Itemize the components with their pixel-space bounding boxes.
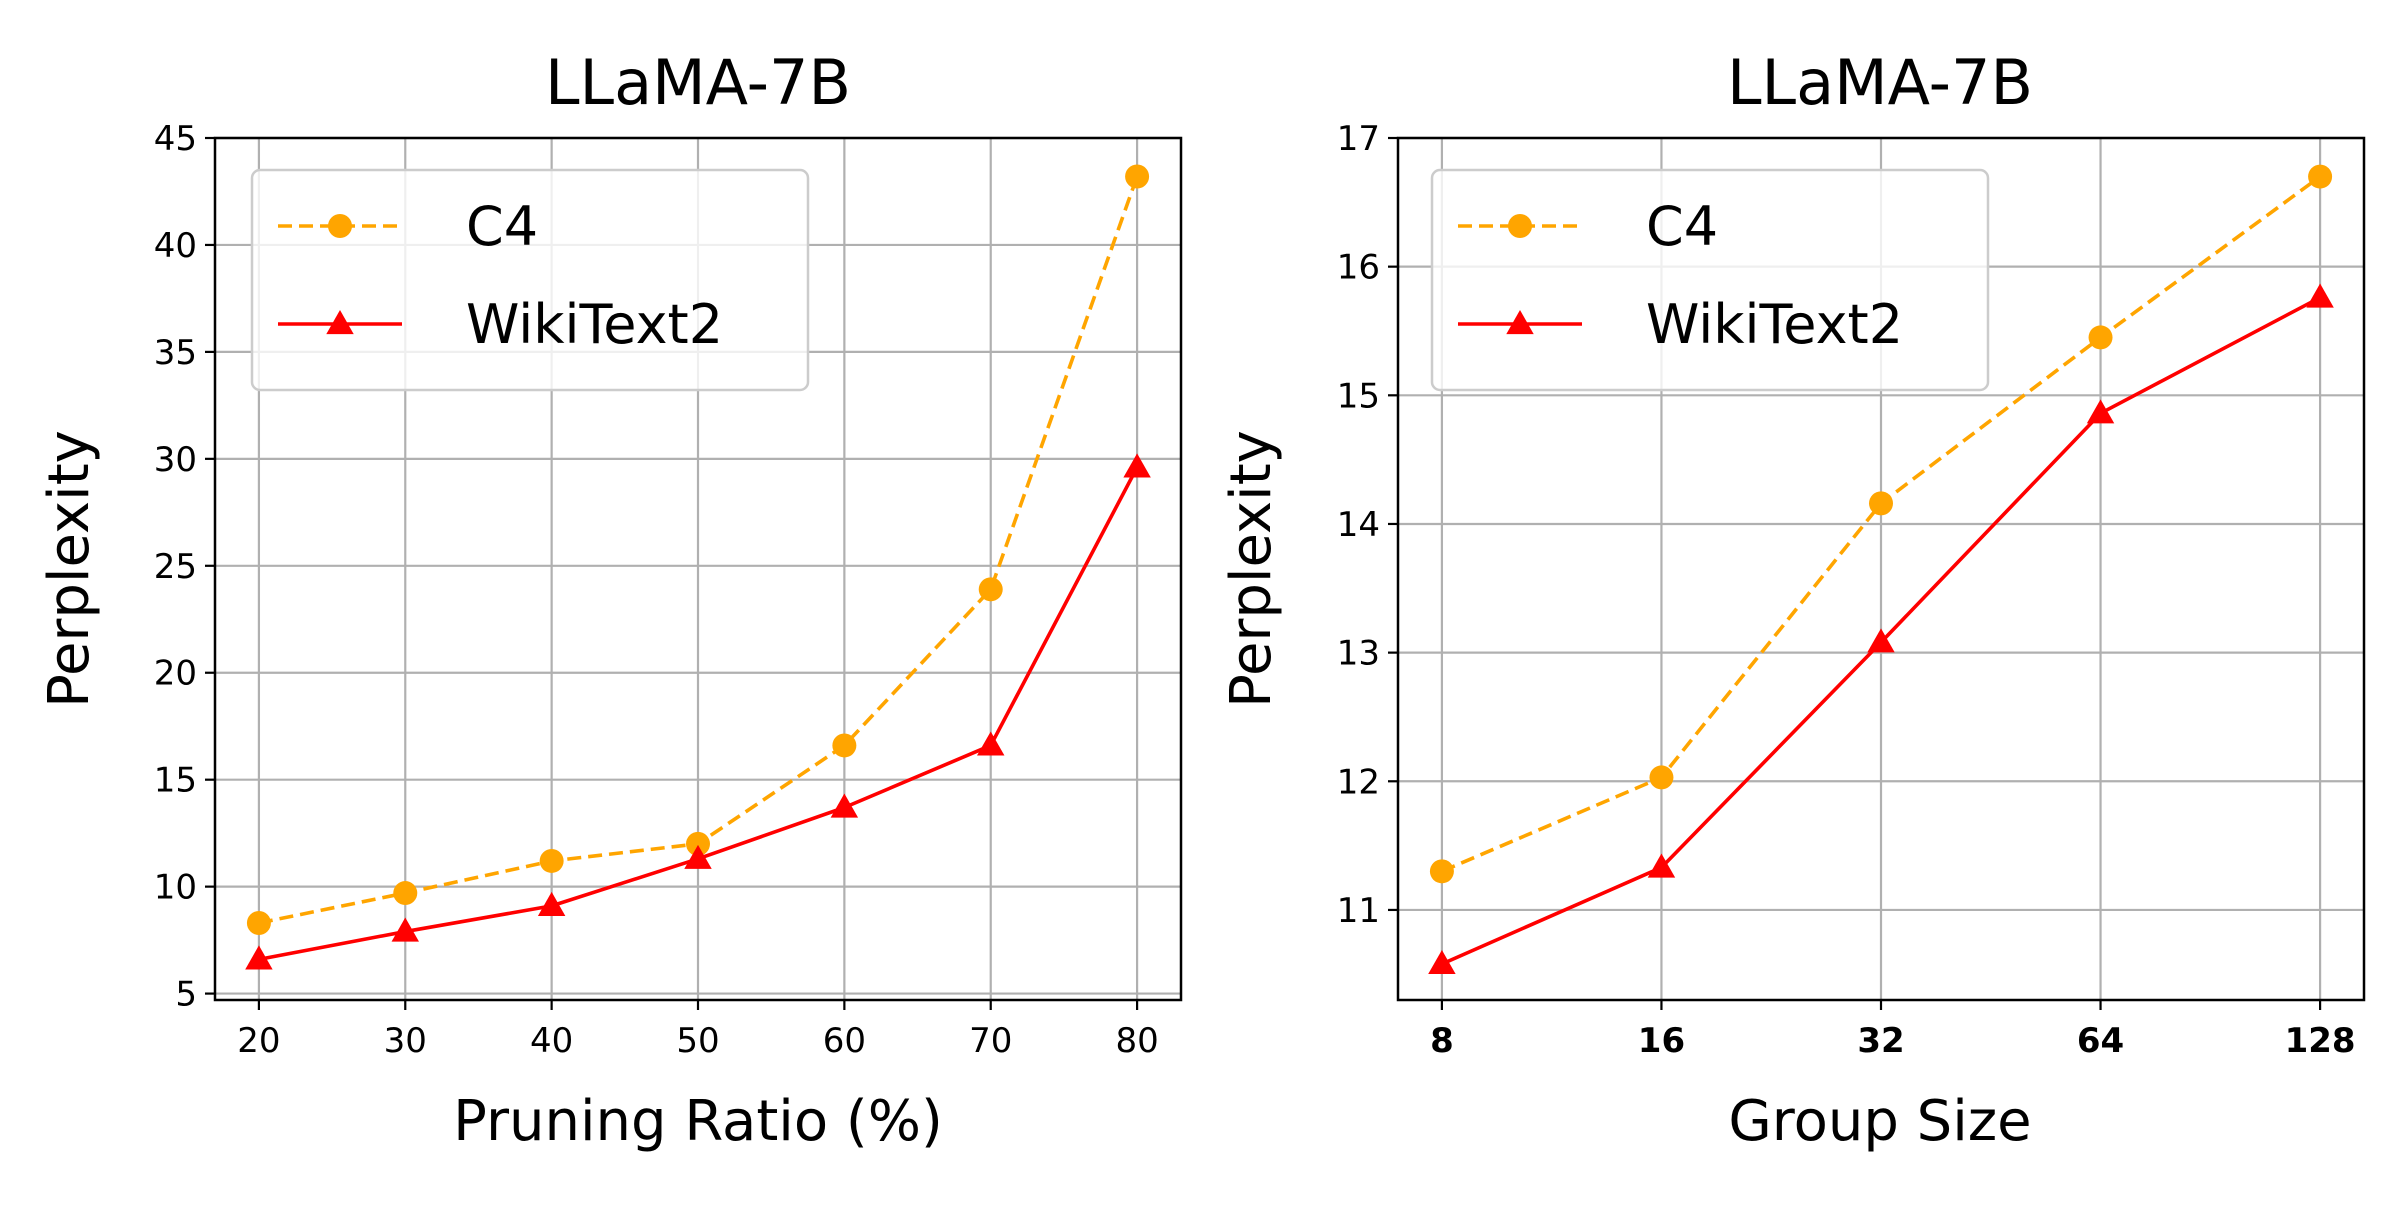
x-tick-label: 80 <box>1115 1021 1158 1061</box>
data-point-circle <box>1649 765 1674 790</box>
plot-frame <box>213 136 1183 1002</box>
y-axis-ticks: 11 12 13 14 15 16 17 <box>1337 119 1398 931</box>
x-tick-label: 16 <box>1638 1021 1685 1061</box>
chart-title: LLaMA-7B <box>1727 46 2033 119</box>
plot-frame <box>1396 136 2366 1002</box>
series-wikitext2 <box>1428 283 2334 975</box>
x-tick-label: 128 <box>2285 1021 2356 1061</box>
data-point-triangle <box>1428 949 1456 975</box>
y-tick-label: 45 <box>154 119 197 159</box>
series-c4 <box>1429 164 2333 884</box>
y-tick-label: 12 <box>1337 762 1380 802</box>
y-tick-label: 25 <box>154 547 197 587</box>
x-axis-label: Group Size <box>1728 1089 2031 1154</box>
y-tick-label: 15 <box>1337 376 1380 416</box>
legend-label: C4 <box>1646 195 1718 258</box>
x-tick-label: 20 <box>237 1021 280 1061</box>
data-point-circle <box>686 831 710 856</box>
legend-marker-triangle <box>1506 310 1534 335</box>
y-tick-label: 40 <box>154 226 197 266</box>
x-axis-ticks: 20 30 40 50 60 70 80 <box>237 1000 1159 1061</box>
x-tick-label: 40 <box>530 1021 573 1061</box>
series-wikitext2 <box>245 453 1151 970</box>
x-tick-label: 64 <box>2077 1021 2124 1061</box>
data-point-circle <box>1429 859 1454 884</box>
x-tick-label: 70 <box>969 1021 1012 1061</box>
x-tick-label: 8 <box>1430 1021 1454 1061</box>
y-tick-label: 20 <box>154 654 197 694</box>
chart-title: LLaMA-7B <box>545 46 851 119</box>
data-point-circle <box>832 733 857 758</box>
data-point-circle <box>539 848 564 873</box>
y-tick-label: 30 <box>154 440 197 480</box>
y-tick-label: 5 <box>175 975 197 1015</box>
data-point-triangle <box>2306 283 2334 308</box>
y-axis-ticks: 5 10 15 20 25 30 35 40 45 <box>154 119 215 1015</box>
y-tick-label: 11 <box>1337 891 1380 931</box>
data-point-triangle <box>1647 853 1676 878</box>
data-point-triangle <box>1867 628 1895 653</box>
chart-panel-1: 20 30 40 50 60 70 80 5 10 15 20 25 30 35 40 45 C4 WikiTex… <box>37 46 1183 1154</box>
y-tick-label: 15 <box>154 761 197 801</box>
y-tick-label: 10 <box>154 868 197 908</box>
data-point-circle <box>1125 164 1150 189</box>
data-point-triangle <box>2086 399 2115 424</box>
y-tick-label: 16 <box>1337 248 1380 288</box>
legend: C4 WikiText2 <box>1430 168 1990 392</box>
data-point-circle <box>2308 164 2333 189</box>
legend: C4 WikiText2 <box>250 168 810 392</box>
legend-marker-circle <box>328 214 352 238</box>
x-tick-label: 32 <box>1857 1021 1904 1061</box>
data-point-triangle <box>1123 453 1151 478</box>
data-point-circle <box>393 881 418 906</box>
data-point-triangle <box>391 917 419 942</box>
data-point-circle <box>2088 325 2113 350</box>
y-tick-label: 17 <box>1337 119 1380 159</box>
x-axis-label: Pruning Ratio (%) <box>453 1089 943 1154</box>
legend-marker-triangle <box>326 310 354 335</box>
y-axis-label: Perplexity <box>37 430 102 708</box>
chart-panel-2: 8 16 32 64 128 11 12 13 14 15 16 17 C4 WikiText2 LLaMA… <box>1219 46 2366 1154</box>
data-point-circle <box>978 577 1003 602</box>
legend-label: WikiText2 <box>1646 293 1903 356</box>
y-tick-label: 13 <box>1337 634 1380 674</box>
data-point-triangle <box>537 891 566 916</box>
data-point-circle <box>246 910 271 935</box>
data-point-circle <box>1869 491 1893 516</box>
data-point-triangle <box>245 945 273 970</box>
series-c4 <box>246 164 1150 935</box>
legend-marker-circle <box>1508 214 1532 238</box>
x-axis-ticks: 8 16 32 64 128 <box>1430 1000 2356 1061</box>
legend-label: C4 <box>466 195 538 258</box>
data-point-triangle <box>977 731 1005 756</box>
data-point-triangle <box>830 793 859 818</box>
y-tick-label: 14 <box>1337 505 1380 545</box>
y-tick-label: 35 <box>154 333 197 373</box>
x-tick-label: 30 <box>384 1021 427 1061</box>
y-axis-label: Perplexity <box>1219 430 1284 708</box>
legend-label: WikiText2 <box>466 293 723 356</box>
data-point-triangle <box>684 844 712 869</box>
x-tick-label: 50 <box>676 1021 719 1061</box>
x-tick-label: 60 <box>823 1021 866 1061</box>
